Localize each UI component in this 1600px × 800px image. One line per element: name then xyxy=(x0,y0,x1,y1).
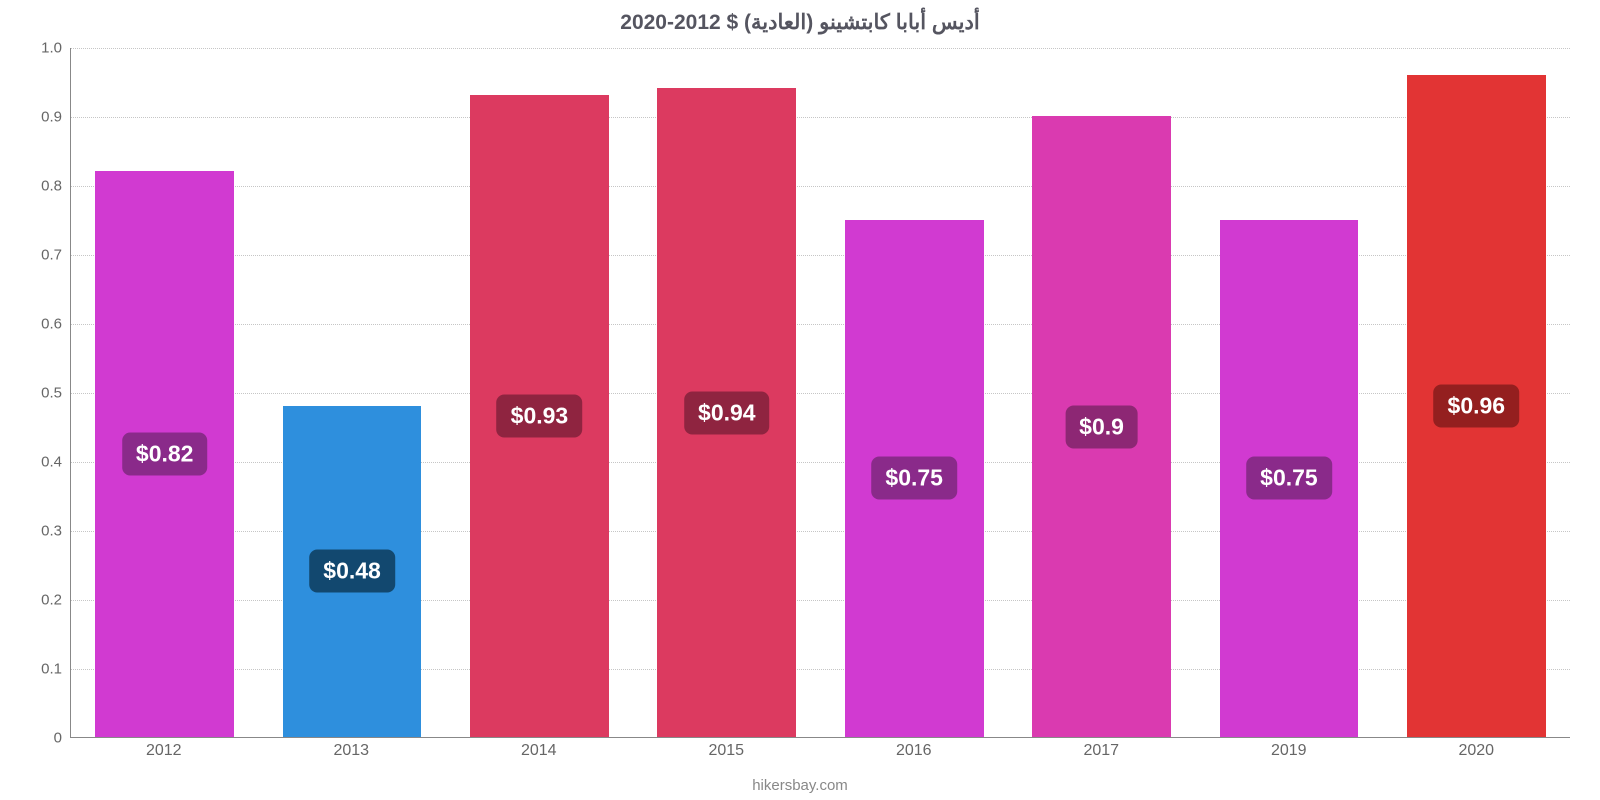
y-tick-label: 0.4 xyxy=(12,454,62,471)
bar: $0.75 xyxy=(1220,220,1359,738)
x-tick-label: 2017 xyxy=(1008,742,1196,760)
y-tick-label: 0.1 xyxy=(12,661,62,678)
value-badge: $0.82 xyxy=(122,433,208,476)
x-tick-label: 2013 xyxy=(258,742,446,760)
value-badge: $0.96 xyxy=(1434,384,1520,427)
y-tick-label: 0 xyxy=(12,730,62,747)
attribution-label: hikersbay.com xyxy=(0,777,1600,794)
value-badge: $0.94 xyxy=(684,391,770,434)
x-axis-ticks: 20122013201420152016201720192020 xyxy=(70,742,1570,760)
bar: $0.48 xyxy=(283,406,422,737)
y-tick-label: 0.6 xyxy=(12,316,62,333)
bar-slot: $0.75 xyxy=(821,48,1008,737)
value-badge: $0.75 xyxy=(1246,457,1332,500)
bar: $0.9 xyxy=(1032,116,1171,737)
y-tick-label: 0.8 xyxy=(12,178,62,195)
bar-slot: $0.94 xyxy=(633,48,820,737)
bar-slot: $0.48 xyxy=(258,48,445,737)
bars-group: $0.82 $0.48 $0.93 $0.94 $0.75 $0.9 $0.75 $0.96 xyxy=(71,48,1570,737)
value-badge: $0.9 xyxy=(1065,405,1138,448)
bar-slot: $0.75 xyxy=(1195,48,1382,737)
bar: $0.75 xyxy=(845,220,984,738)
x-tick-label: 2014 xyxy=(445,742,633,760)
bar-slot: $0.9 xyxy=(1008,48,1195,737)
bar-slot: $0.82 xyxy=(71,48,258,737)
value-badge: $0.75 xyxy=(871,457,957,500)
plot-area: $0.82 $0.48 $0.93 $0.94 $0.75 $0.9 $0.75 $0.96 xyxy=(70,48,1570,738)
y-tick-label: 0.7 xyxy=(12,247,62,264)
bar: $0.96 xyxy=(1407,75,1546,737)
value-badge: $0.48 xyxy=(309,550,395,593)
bar-slot: $0.93 xyxy=(446,48,633,737)
x-tick-label: 2012 xyxy=(70,742,258,760)
x-tick-label: 2015 xyxy=(633,742,821,760)
y-tick-label: 1.0 xyxy=(12,40,62,57)
bar: $0.94 xyxy=(657,88,796,737)
value-badge: $0.93 xyxy=(497,395,583,438)
x-tick-label: 2019 xyxy=(1195,742,1383,760)
y-tick-label: 0.5 xyxy=(12,385,62,402)
chart-title: أديس أبابا كابتشينو (العادية) $ 2012-202… xyxy=(0,10,1600,35)
y-tick-label: 0.3 xyxy=(12,523,62,540)
y-tick-label: 0.9 xyxy=(12,109,62,126)
bar-slot: $0.96 xyxy=(1383,48,1570,737)
y-tick-label: 0.2 xyxy=(12,592,62,609)
bar: $0.93 xyxy=(470,95,609,737)
x-tick-label: 2016 xyxy=(820,742,1008,760)
bar: $0.82 xyxy=(95,171,234,737)
x-tick-label: 2020 xyxy=(1383,742,1571,760)
chart-container: أديس أبابا كابتشينو (العادية) $ 2012-202… xyxy=(0,0,1600,800)
